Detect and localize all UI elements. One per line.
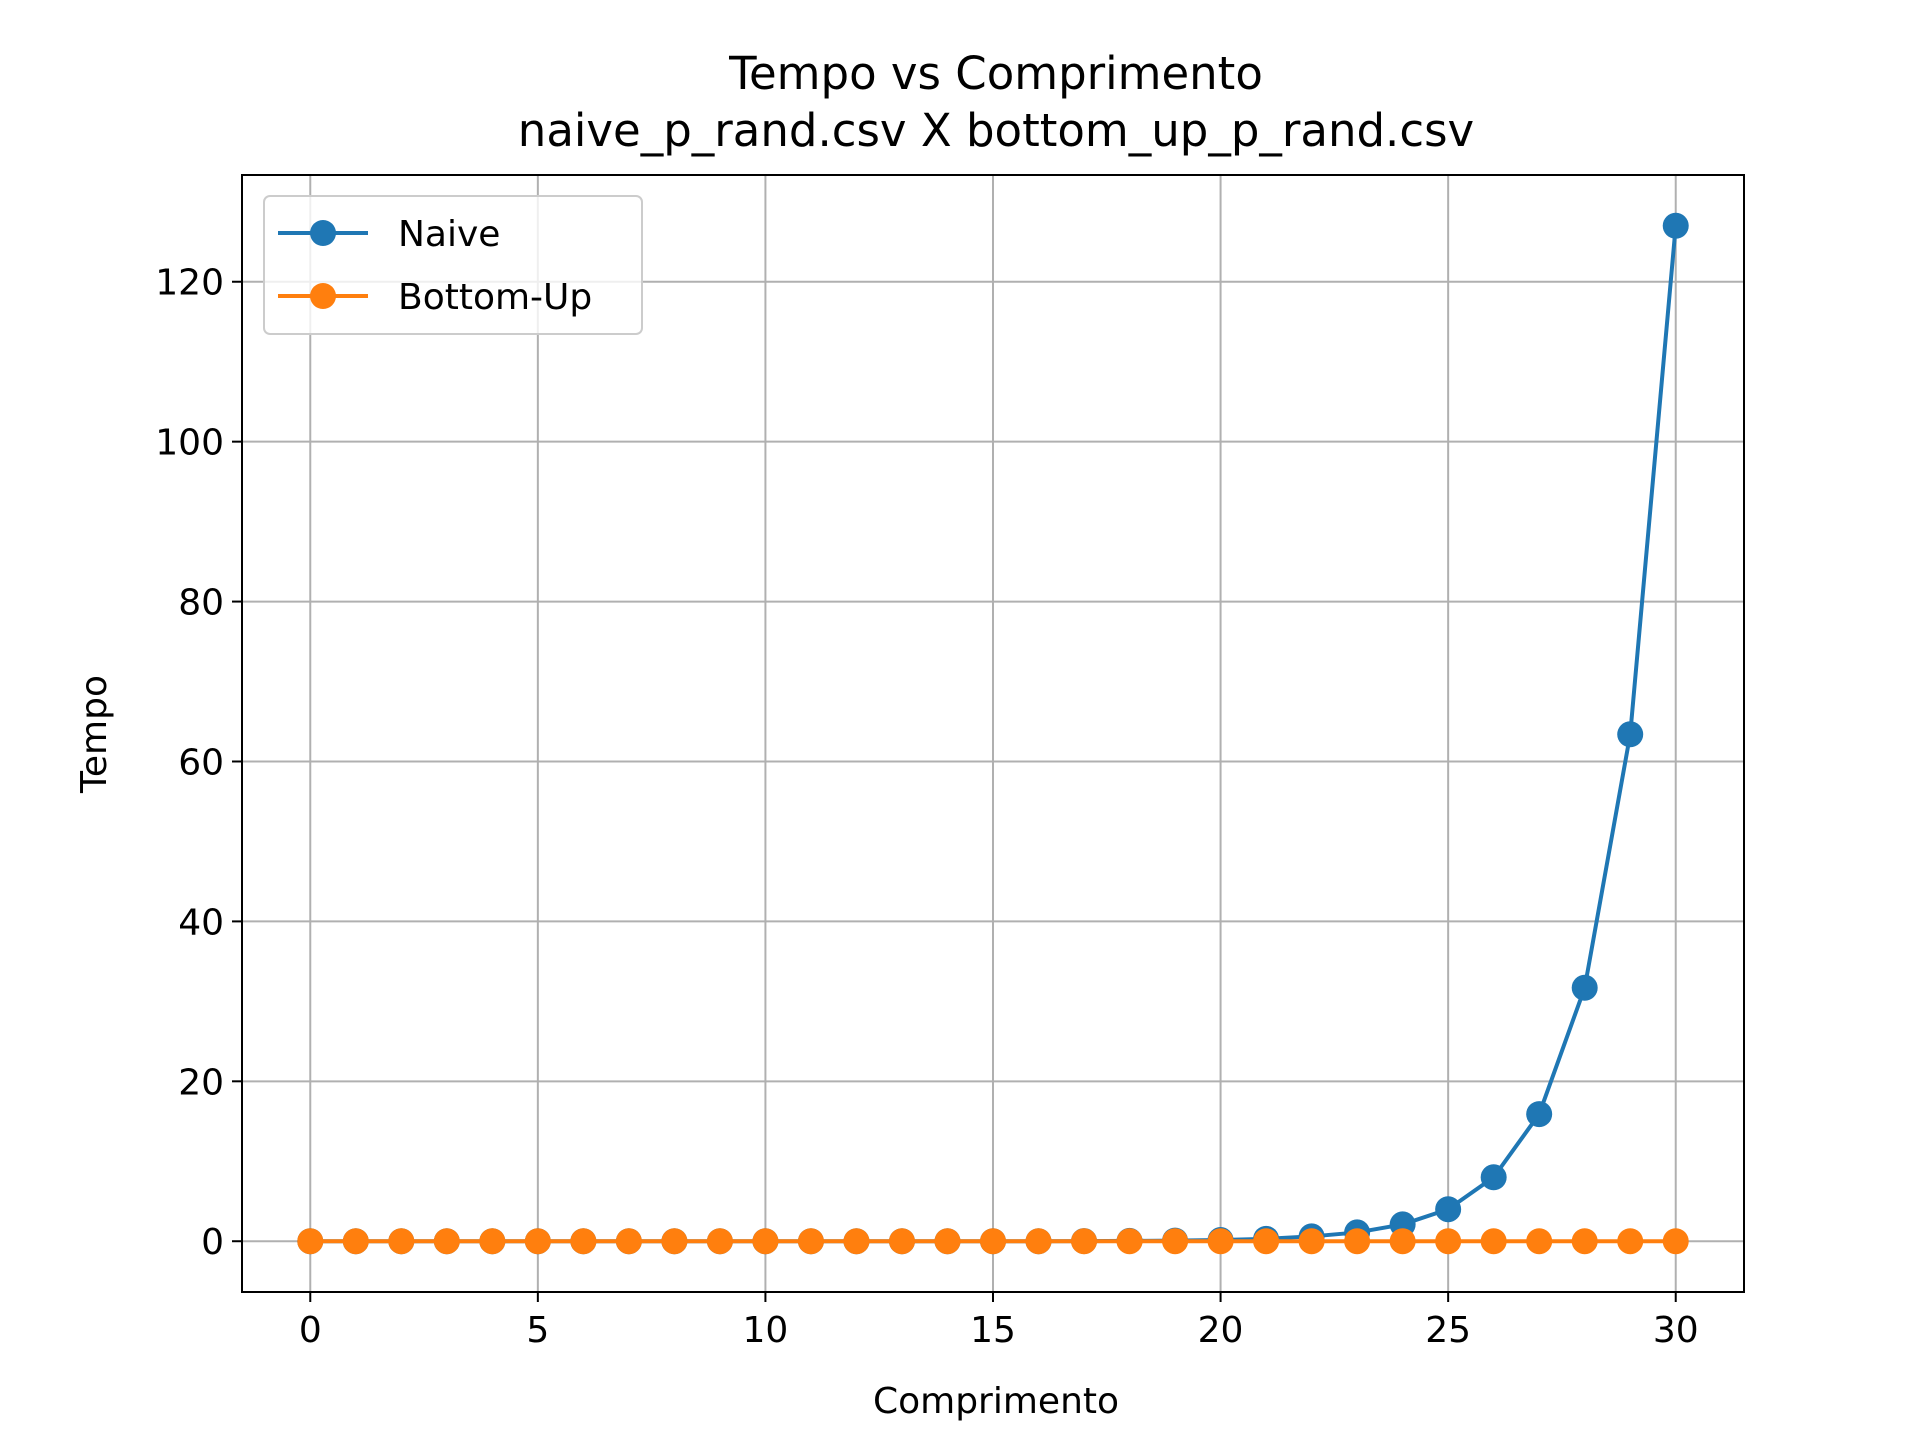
x-tick-label: 15	[970, 1310, 1016, 1351]
data-point-naive	[1617, 721, 1644, 748]
data-point-naive	[1480, 1164, 1507, 1191]
data-point-bottom-up	[1207, 1228, 1234, 1255]
data-point-bottom-up	[980, 1228, 1006, 1255]
legend-marker-bottom-up	[310, 283, 336, 309]
x-axis-label: Comprimento	[873, 1381, 1119, 1422]
y-tick-label: 80	[178, 583, 224, 624]
data-point-bottom-up	[1617, 1228, 1644, 1255]
legend-label-naive: Naive	[398, 214, 500, 255]
y-tick-label: 60	[178, 742, 224, 783]
x-tick-label: 0	[299, 1310, 322, 1351]
chart-subtitle: naive_p_rand.csv X bottom_up_p_rand.csv	[518, 104, 1474, 157]
data-point-bottom-up	[752, 1228, 779, 1255]
y-tick-label: 120	[155, 263, 224, 304]
data-point-bottom-up	[1344, 1228, 1371, 1255]
data-point-naive	[1662, 212, 1689, 239]
legend-box	[263, 195, 643, 335]
data-point-bottom-up	[1662, 1228, 1689, 1255]
x-tick-label: 30	[1653, 1310, 1699, 1351]
y-axis-label: Tempo	[74, 675, 115, 794]
y-tick-label: 100	[155, 423, 224, 464]
series-layer	[297, 212, 1689, 1255]
x-axis: 0 5 10 15 20 25 30	[299, 1292, 1699, 1351]
data-point-bottom-up	[1480, 1228, 1507, 1255]
data-point-naive	[1435, 1196, 1462, 1223]
data-point-bottom-up	[934, 1228, 961, 1255]
data-point-bottom-up	[1571, 1228, 1598, 1255]
legend-label-bottom-up: Bottom-Up	[398, 277, 592, 318]
data-point-bottom-up	[388, 1228, 415, 1255]
data-point-bottom-up	[1116, 1228, 1143, 1255]
data-point-bottom-up	[1526, 1228, 1553, 1255]
data-point-bottom-up	[1389, 1228, 1416, 1255]
data-point-bottom-up	[1025, 1228, 1052, 1255]
data-point-bottom-up	[479, 1228, 506, 1255]
data-point-bottom-up	[570, 1228, 597, 1255]
data-point-bottom-up	[661, 1228, 688, 1255]
y-axis: 0 20 40 60 80 100 120	[155, 263, 242, 1263]
series-bottom-up	[297, 1228, 1689, 1255]
data-point-naive	[1571, 974, 1598, 1001]
chart-title: Tempo vs Comprimento	[728, 47, 1263, 100]
x-tick-label: 5	[526, 1310, 549, 1351]
x-tick-label: 10	[743, 1310, 789, 1351]
y-tick-label: 40	[178, 902, 224, 943]
data-point-bottom-up	[843, 1228, 870, 1255]
data-point-bottom-up	[1162, 1228, 1189, 1255]
data-point-bottom-up	[1435, 1228, 1462, 1255]
data-point-bottom-up	[297, 1228, 324, 1255]
y-tick-label: 0	[201, 1222, 224, 1263]
x-tick-label: 20	[1198, 1310, 1244, 1351]
data-point-bottom-up	[706, 1228, 733, 1255]
data-point-naive	[1526, 1101, 1553, 1128]
data-point-bottom-up	[433, 1228, 460, 1255]
data-point-bottom-up	[615, 1228, 642, 1255]
legend: Naive Bottom-Up	[263, 195, 643, 335]
data-point-bottom-up	[1071, 1228, 1098, 1255]
legend-marker-naive	[310, 220, 336, 246]
data-point-bottom-up	[524, 1228, 551, 1255]
data-point-bottom-up	[1298, 1228, 1325, 1255]
y-tick-label: 20	[178, 1062, 224, 1103]
data-point-bottom-up	[888, 1228, 915, 1255]
data-point-bottom-up	[1253, 1228, 1280, 1255]
x-tick-label: 25	[1425, 1310, 1471, 1351]
data-point-bottom-up	[342, 1228, 369, 1255]
data-point-bottom-up	[797, 1228, 824, 1255]
